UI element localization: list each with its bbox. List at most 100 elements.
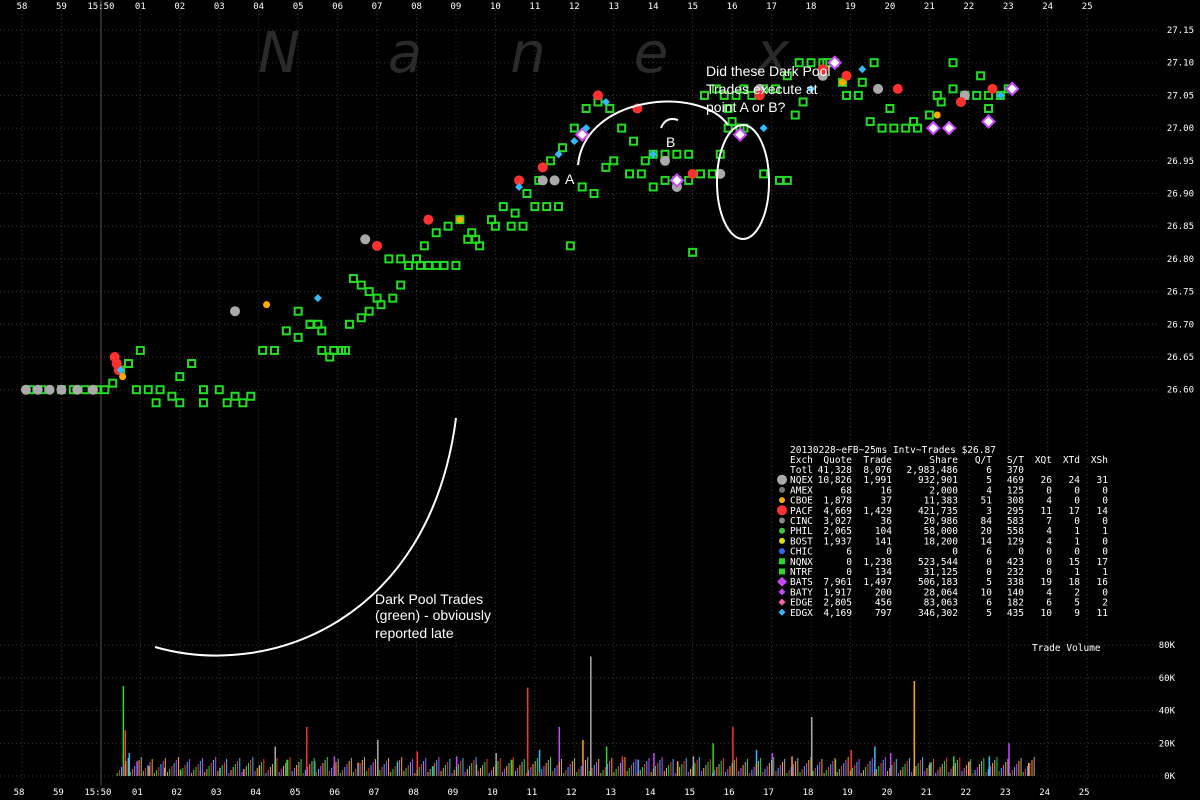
trade-marker-dark-pool xyxy=(711,84,721,94)
volume-bar-small xyxy=(694,763,696,776)
volume-bar-small xyxy=(125,761,127,776)
volume-bar-small xyxy=(188,759,190,776)
x-tick-label-top: 59 xyxy=(56,2,67,12)
volume-bar-small xyxy=(324,760,326,776)
y-tick-label: 26.95 xyxy=(1167,157,1194,167)
table-cell-qt: 84 xyxy=(981,516,993,527)
volume-bar-small xyxy=(792,764,794,776)
table-cell-exch: Totl xyxy=(790,465,813,476)
volume-bar-small xyxy=(186,762,188,776)
trade-marker-dark-pool xyxy=(909,117,919,127)
table-cell-exch: CBOE xyxy=(790,496,813,507)
table-column-header: Trade xyxy=(863,455,892,466)
volume-bar-small xyxy=(716,767,718,776)
x-tick-label-bottom: 15 xyxy=(684,788,695,798)
y-tick-label: 26.65 xyxy=(1167,353,1194,363)
volume-bar-small xyxy=(902,767,904,776)
volume-bar-small xyxy=(1000,768,1002,776)
volume-bar-small xyxy=(948,772,950,776)
volume-bar-small xyxy=(880,763,882,776)
volume-bar-small xyxy=(733,760,735,776)
volume-bar-small xyxy=(434,763,436,776)
trade-marker-dark-pool xyxy=(100,385,110,395)
volume-bar-small xyxy=(318,769,320,776)
volume-bar-small xyxy=(1033,757,1035,776)
trade-marker-dark-pool xyxy=(175,398,185,408)
volume-bar-small xyxy=(464,772,466,776)
volume-bar-small xyxy=(315,772,317,776)
volume-bar-small xyxy=(978,764,980,776)
table-cell-xqt: 0 xyxy=(1046,547,1052,558)
volume-bar-small xyxy=(895,759,897,776)
table-cell-share: 2,983,486 xyxy=(907,465,959,476)
volume-bar-small xyxy=(127,758,129,776)
x-tick-label-bottom: 13 xyxy=(605,788,616,798)
y-tick-label: 27.05 xyxy=(1167,91,1194,101)
trade-marker-bats xyxy=(941,120,957,136)
table-cell-xsh: 16 xyxy=(1097,577,1109,588)
volume-bar xyxy=(637,759,639,776)
trade-marker-dark-pool xyxy=(293,332,303,342)
table-cell-trade: 200 xyxy=(875,587,892,598)
table-row: NTRF 0 134 31,125 0 232 0 1 1 xyxy=(779,567,1108,578)
volume-bar-small xyxy=(578,769,580,776)
volume-bar-small xyxy=(215,757,217,776)
volume-bar-small xyxy=(444,765,446,776)
volume-tick-label: 40K xyxy=(1159,707,1176,717)
dark-pool-note-line-1: Dark Pool Trades xyxy=(375,591,483,607)
volume-bar-small xyxy=(939,767,941,776)
trade-marker-dark-pool xyxy=(806,58,816,68)
trade-marker-dark-pool xyxy=(601,162,611,172)
table-cell-qt: 10 xyxy=(981,587,993,598)
volume-bar xyxy=(605,746,608,776)
table-cell-xtd: 2 xyxy=(1074,587,1080,598)
x-tick-label-bottom: 14 xyxy=(645,788,656,798)
trade-marker-dark-pool xyxy=(770,84,780,94)
table-cell-trade: 104 xyxy=(875,526,892,537)
volume-bar-small xyxy=(239,758,241,776)
volume-bar-small xyxy=(289,757,291,776)
trade-marker-nqex xyxy=(72,384,83,395)
trade-marker-dark-pool xyxy=(187,359,197,369)
volume-bar-small xyxy=(753,767,755,776)
x-tick-label-bottom: 01 xyxy=(132,788,143,798)
volume-bar-small xyxy=(598,759,600,776)
trade-marker-dark-pool xyxy=(258,345,268,355)
volume-bar-small xyxy=(810,757,812,776)
y-tick-label: 26.80 xyxy=(1167,255,1194,265)
table-cell-share: 2,000 xyxy=(929,485,958,496)
trade-marker-dark-pool xyxy=(431,228,441,238)
trade-marker-dark-pool xyxy=(798,97,808,107)
trade-marker-dark-pool xyxy=(542,202,552,212)
table-cell-xqt: 4 xyxy=(1046,496,1052,507)
x-tick-label-top: 12 xyxy=(569,2,580,12)
table-cell-trade: 37 xyxy=(881,496,892,507)
volume-bar-small xyxy=(440,771,442,776)
x-tick-label-bottom: 18 xyxy=(803,788,814,798)
table-cell-xqt: 7 xyxy=(1046,516,1052,527)
volume-bar-small xyxy=(897,773,899,776)
volume-bar-small xyxy=(591,768,593,776)
question-line-1: Did these Dark Pool xyxy=(706,63,831,79)
y-tick-label: 26.85 xyxy=(1167,222,1194,232)
volume-bar-small xyxy=(267,770,269,776)
table-cell-qt: 5 xyxy=(986,577,992,588)
volume-bar xyxy=(712,743,714,776)
trade-marker-dark-pool xyxy=(175,372,185,382)
trade-marker-dark-pool xyxy=(364,287,374,297)
trade-marker-dark-pool xyxy=(739,84,749,94)
trade-marker-pacf xyxy=(514,175,525,186)
volume-bar-small xyxy=(348,761,350,776)
table-cell-xqt: 4 xyxy=(1046,526,1052,537)
volume-bar-small xyxy=(361,760,363,776)
annotation-shapes xyxy=(154,100,770,657)
table-cell-trade: 1,429 xyxy=(863,506,892,517)
trade-marker-bats xyxy=(669,173,685,188)
volume-bar-small xyxy=(709,759,711,776)
volume-bar-small xyxy=(370,765,372,776)
table-column-header: XQt xyxy=(1035,455,1052,466)
table-cell-xtd: 18 xyxy=(1069,577,1081,588)
trade-marker-dark-pool xyxy=(790,110,800,120)
volume-bar-small xyxy=(193,770,195,776)
volume-bar-small xyxy=(644,764,646,776)
